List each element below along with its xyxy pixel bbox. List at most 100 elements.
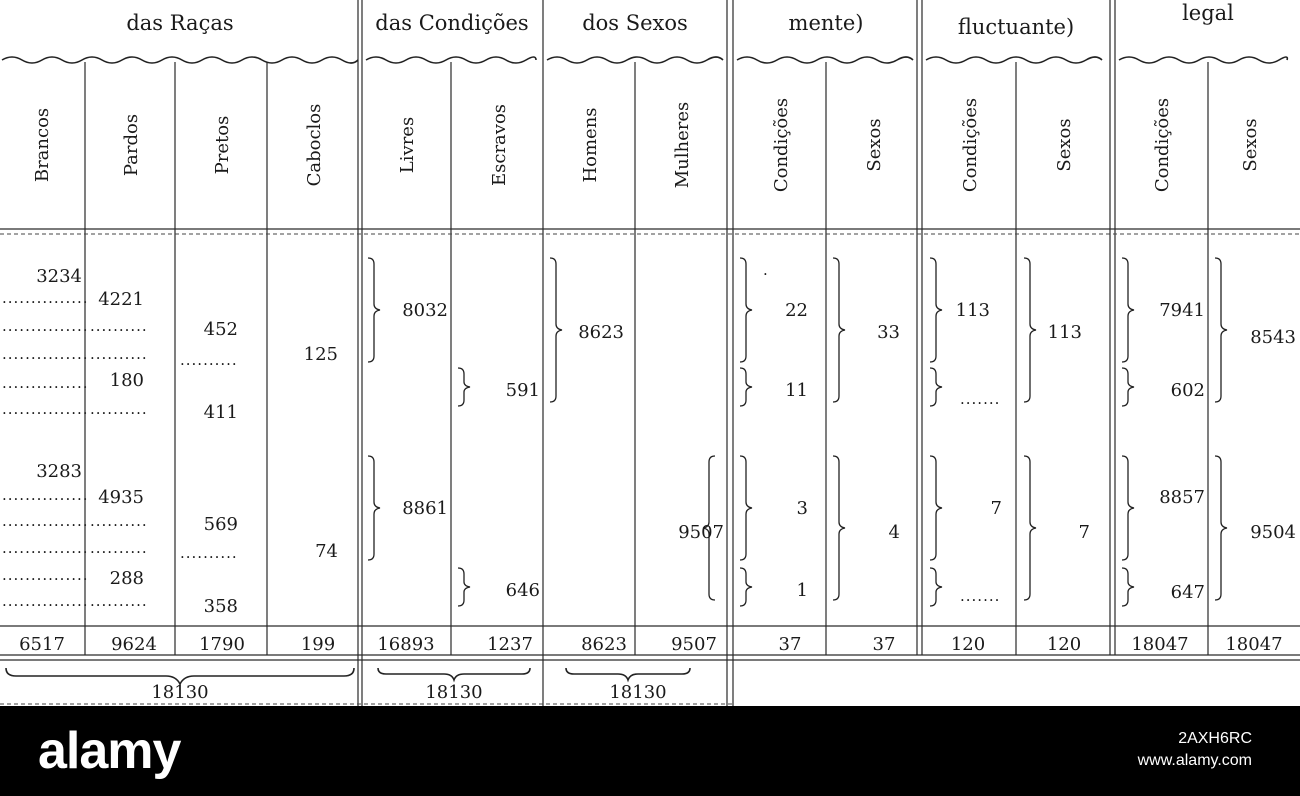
column-header-condicoes-fluctuante: Condições [960, 98, 981, 192]
cell-escravos-1: 591 [506, 380, 540, 401]
total-brancos: 6517 [19, 634, 65, 655]
group-header-condicoes: das Condições [375, 11, 528, 35]
svg-text:.......: ....... [960, 587, 1000, 605]
svg-text:...............: ............... [2, 512, 89, 530]
cell-cond-presente-1a: 22 [785, 300, 808, 321]
cell-cond-presente-1b: 11 [785, 380, 808, 401]
dotted-leaders: ............... ............... ........… [2, 261, 1000, 610]
cell-livres-1: 8032 [402, 300, 448, 321]
total-caboclos: 199 [301, 634, 335, 655]
svg-text:...............: ............... [2, 345, 89, 363]
svg-text:..........: .......... [180, 544, 238, 562]
column-header-pretos: Pretos [212, 116, 233, 175]
watermark-url: www.alamy.com [1137, 752, 1252, 769]
svg-text:...............: ............... [2, 566, 89, 584]
cell-cond-legal-1b: 602 [1171, 380, 1205, 401]
cell-cond-legal-1a: 7941 [1159, 300, 1205, 321]
cell-sexos-presente-2: 4 [889, 522, 900, 543]
cell-cond-legal-2a: 8857 [1159, 487, 1205, 508]
column-header-homens: Homens [580, 107, 601, 182]
svg-text:...............: ............... [2, 400, 89, 418]
cell-pardos-1b: 180 [110, 370, 144, 391]
column-header-condicoes-legal: Condições [1152, 98, 1173, 192]
cell-caboclos-1: 125 [304, 344, 338, 365]
cell-mulheres-2: 9507 [678, 522, 724, 543]
cell-pardos-2a: 4935 [98, 487, 144, 508]
watermark-credit: 2AXH6RC www.alamy.com [1138, 728, 1252, 772]
svg-text:..........: .......... [90, 317, 148, 335]
svg-text:...............: ............... [2, 317, 89, 335]
image-id: 2AXH6RC [1178, 730, 1252, 747]
cell-homens-1: 8623 [578, 322, 624, 343]
group-wave-rules [1, 56, 1289, 64]
total-sexos-presente: 37 [873, 634, 896, 655]
column-header-condicoes-presente: Condições [771, 98, 792, 192]
column-header-brancos: Brancos [32, 108, 53, 182]
cell-cond-legal-2b: 647 [1171, 582, 1205, 603]
cell-sexos-fluct-1: 113 [1048, 322, 1082, 343]
alamy-logo: alamy [38, 722, 181, 780]
total-cond-fluct: 120 [951, 634, 985, 655]
cell-livres-2: 8861 [402, 498, 448, 519]
cell-caboclos-2: 74 [315, 541, 338, 562]
cell-pretos-2b: 358 [204, 596, 238, 617]
column-header-mulheres: Mulheres [672, 102, 693, 189]
svg-text:...............: ............... [2, 289, 89, 307]
grand-total-racas: 18130 [151, 682, 208, 703]
cell-pardos-1a: 4221 [98, 289, 144, 310]
svg-text:..........: .......... [90, 400, 148, 418]
watermark-banner: alamy 2AXH6RC www.alamy.com [0, 706, 1300, 796]
column-header-livres: Livres [397, 117, 418, 173]
total-mulheres: 9507 [671, 634, 717, 655]
total-livres: 16893 [377, 634, 434, 655]
cell-sexos-legal-1: 8543 [1250, 327, 1296, 348]
cell-pretos-2a: 569 [204, 514, 238, 535]
svg-text:..........: .......... [90, 345, 148, 363]
cell-sexos-legal-2: 9504 [1250, 522, 1296, 543]
column-header-pardos: Pardos [121, 114, 142, 176]
group-header-racas: das Raças [126, 11, 233, 35]
group-header-sexos: dos Sexos [582, 11, 688, 35]
total-sexos-fluct: 120 [1047, 634, 1081, 655]
block-2: 3283 4935 288 569 358 74 8861 646 9507 3… [36, 461, 1296, 617]
total-sexos-legal: 18047 [1225, 634, 1282, 655]
row-rules [0, 228, 1300, 705]
svg-text:...............: ............... [2, 374, 89, 392]
cell-cond-fluct-1: 113 [956, 300, 990, 321]
svg-text:.......: ....... [960, 390, 1000, 408]
cell-cond-presente-2a: 3 [797, 498, 808, 519]
braces [367, 257, 1228, 607]
group-header-fluctuante: fluctuante) [958, 15, 1074, 39]
cell-pretos-1b: 411 [204, 402, 238, 423]
cell-brancos-2: 3283 [36, 461, 82, 482]
cell-cond-fluct-2: 7 [991, 498, 1002, 519]
svg-text:.: . [763, 261, 769, 279]
column-header-escravos: Escravos [489, 104, 510, 186]
total-homens: 8623 [581, 634, 627, 655]
svg-text:..........: .......... [90, 592, 148, 610]
census-table: das Raças das Condições dos Sexos mente)… [0, 0, 1300, 706]
total-cond-legal: 18047 [1131, 634, 1188, 655]
grand-totals: 18130 18130 18130 [5, 667, 691, 703]
cell-sexos-presente-1: 33 [877, 322, 900, 343]
cell-sexos-fluct-2: 7 [1079, 522, 1090, 543]
group-header-presente: mente) [789, 11, 864, 35]
cell-pardos-2b: 288 [110, 568, 144, 589]
column-header-sexos-presente: Sexos [864, 118, 885, 171]
column-headers: Brancos Pardos Pretos Caboclos Livres Es… [32, 98, 1261, 192]
column-header-sexos-fluctuante: Sexos [1054, 118, 1075, 171]
column-rules [84, 0, 1209, 706]
total-escravos: 1237 [487, 634, 533, 655]
block-1: 3234 4221 180 452 411 125 8032 591 8623 … [36, 266, 1296, 423]
cell-brancos-1: 3234 [36, 266, 82, 287]
total-cond-presente: 37 [779, 634, 802, 655]
cell-cond-presente-2b: 1 [797, 580, 808, 601]
svg-text:..........: .......... [180, 351, 238, 369]
group-headers: das Raças das Condições dos Sexos mente)… [126, 1, 1234, 39]
totals-row: 6517 9624 1790 199 16893 1237 8623 9507 … [19, 634, 1283, 655]
total-pardos: 9624 [111, 634, 157, 655]
grand-total-condicoes: 18130 [425, 682, 482, 703]
svg-text:..........: .......... [90, 512, 148, 530]
cell-escravos-2: 646 [506, 580, 540, 601]
grand-total-sexos: 18130 [609, 682, 666, 703]
